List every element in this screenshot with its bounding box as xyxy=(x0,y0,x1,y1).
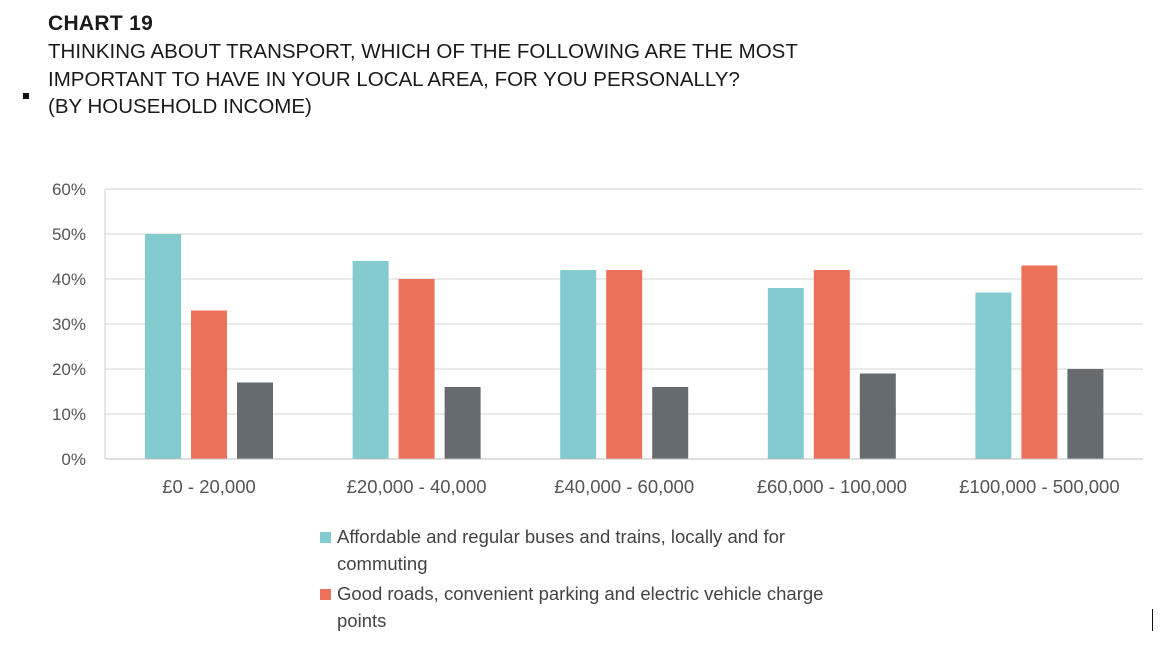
y-tick-label: 30% xyxy=(52,315,86,334)
bar xyxy=(560,270,597,459)
y-tick-label: 0% xyxy=(61,450,86,469)
x-tick-label: £20,000 - 40,000 xyxy=(347,476,487,497)
chart-title-line: (BY HOUSEHOLD INCOME) xyxy=(48,95,312,118)
bar xyxy=(145,234,181,459)
legend-item-buses-trains: Affordable and regular buses and trains,… xyxy=(320,523,823,577)
x-tick-label: £40,000 - 60,000 xyxy=(554,476,694,497)
bar xyxy=(1021,265,1058,459)
bar xyxy=(606,270,643,459)
bullet-marker xyxy=(23,93,29,99)
bar xyxy=(813,270,850,459)
chart-title-line: THINKING ABOUT TRANSPORT, WHICH OF THE F… xyxy=(48,40,798,63)
text-cursor xyxy=(1152,609,1153,631)
legend-label: Good roads, convenient parking and elect… xyxy=(337,580,823,634)
bar xyxy=(352,261,389,459)
chart-legend: Affordable and regular buses and trains,… xyxy=(320,523,823,637)
legend-label-line: commuting xyxy=(337,553,428,574)
bar xyxy=(237,382,273,459)
y-tick-label: 60% xyxy=(52,180,86,199)
bar xyxy=(975,292,1012,459)
y-tick-label: 20% xyxy=(52,360,86,379)
x-tick-label: £100,000 - 500,000 xyxy=(959,476,1119,497)
y-tick-label: 50% xyxy=(52,225,86,244)
bar xyxy=(1067,369,1104,459)
bar xyxy=(398,279,435,459)
legend-label-line: points xyxy=(337,610,387,631)
legend-label-line: Good roads, convenient parking and elect… xyxy=(337,583,824,604)
x-tick-label: £60,000 - 100,000 xyxy=(757,476,907,497)
bar xyxy=(767,288,804,459)
bar xyxy=(859,373,896,459)
legend-item-roads-parking: Good roads, convenient parking and elect… xyxy=(320,580,823,634)
legend-label-line: Affordable and regular buses and trains,… xyxy=(337,526,786,547)
chart-header: CHART 19 THINKING ABOUT TRANSPORT, WHICH… xyxy=(48,12,798,121)
legend-label: Affordable and regular buses and trains,… xyxy=(337,523,785,577)
bar-chart: 0% 10% 20% 30% 40% 50% 60% £0 - 20,000 £20,000 -… xyxy=(52,180,1143,497)
chart-title-line: IMPORTANT TO HAVE IN YOUR LOCAL AREA, FO… xyxy=(48,67,740,91)
x-tick-label: £0 - 20,000 xyxy=(162,476,256,497)
bar xyxy=(191,310,227,459)
chart-number: CHART 19 xyxy=(48,12,154,35)
bar xyxy=(444,387,481,459)
legend-swatch-orange xyxy=(320,589,331,600)
bar xyxy=(652,387,689,459)
chart-title: THINKING ABOUT TRANSPORT, WHICH OF THE F… xyxy=(48,38,798,121)
y-tick-label: 10% xyxy=(52,405,86,424)
y-tick-label: 40% xyxy=(52,270,86,289)
legend-swatch-teal xyxy=(320,532,331,543)
